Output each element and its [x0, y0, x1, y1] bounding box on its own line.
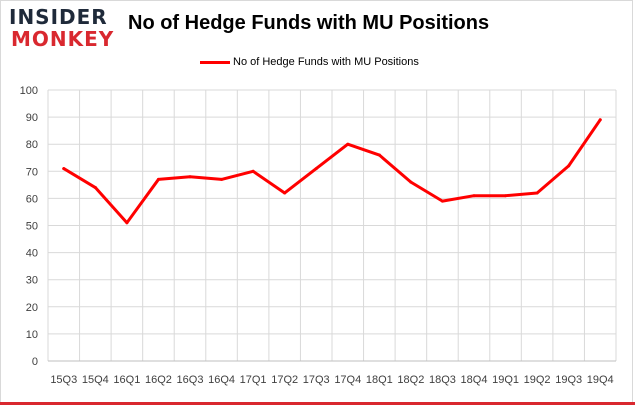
data-point [535, 191, 539, 195]
data-point [283, 191, 287, 195]
data-point [598, 118, 602, 122]
x-tick-label: 15Q3 [50, 374, 77, 386]
gridlines [47, 89, 617, 362]
x-tick-label: 16Q2 [145, 374, 172, 386]
y-tick-label: 90 [26, 112, 38, 124]
y-tick-label: 80 [26, 139, 38, 151]
bottom-accent-bar [0, 402, 635, 405]
data-point [93, 186, 97, 190]
data-point [377, 153, 381, 157]
data-point [156, 177, 160, 181]
data-point [220, 177, 224, 181]
series-line [62, 118, 602, 225]
data-point [125, 221, 129, 225]
data-point [409, 180, 413, 184]
x-tick-label: 17Q4 [334, 374, 361, 386]
x-axis: 15Q3 15Q4 16Q1 16Q2 16Q3 16Q4 17Q1 17Q2 17Q3 17Q4… [48, 360, 616, 386]
y-tick-label: 60 [26, 193, 38, 205]
x-tick-label: 18Q4 [461, 374, 488, 386]
logo-text-insider: INSIDER [9, 5, 108, 29]
x-tick-label: 16Q3 [177, 374, 204, 386]
x-tick-label: 16Q4 [208, 374, 235, 386]
x-tick-label: 17Q2 [271, 374, 298, 386]
chart-title: No of Hedge Funds with MU Positions [128, 12, 490, 34]
x-tick-label: 16Q1 [113, 374, 140, 386]
y-tick-label: 30 [26, 275, 38, 287]
data-point [472, 194, 476, 198]
data-point [504, 194, 508, 198]
legend-swatch [200, 60, 230, 64]
y-tick-label: 50 [26, 221, 38, 233]
x-tick-label: 19Q3 [555, 374, 582, 386]
y-tick-label: 40 [26, 248, 38, 260]
data-point [440, 199, 444, 203]
data-point [251, 169, 255, 173]
y-tick-label: 70 [26, 166, 38, 178]
data-point [314, 167, 318, 171]
y-tick-label: 100 [20, 85, 38, 97]
data-point [567, 164, 571, 168]
x-tick-label: 19Q4 [587, 374, 614, 386]
insider-monkey-logo: INSIDER MONKEY [9, 6, 117, 52]
legend-label: No of Hedge Funds with MU Positions [233, 56, 419, 68]
y-tick-label: 10 [26, 329, 38, 341]
x-tick-label: 18Q2 [397, 374, 424, 386]
x-tick-label: 17Q1 [240, 374, 267, 386]
data-point [62, 167, 66, 171]
x-tick-label: 19Q1 [492, 374, 519, 386]
series-layer [62, 118, 602, 225]
y-axis: 0 10 20 30 40 50 60 70 80 90 100 [20, 85, 38, 368]
logo-text-monkey: MONKEY [11, 27, 115, 51]
x-tick-label: 19Q2 [524, 374, 551, 386]
x-tick-label: 18Q1 [366, 374, 393, 386]
y-tick-label: 0 [32, 356, 38, 368]
x-tick-label: 17Q3 [303, 374, 330, 386]
x-tick-label: 15Q4 [82, 374, 109, 386]
x-tick-label: 18Q3 [429, 374, 456, 386]
data-point [188, 175, 192, 179]
data-point [346, 142, 350, 146]
chart-legend: No of Hedge Funds with MU Positions [200, 55, 419, 69]
y-tick-label: 20 [26, 302, 38, 314]
